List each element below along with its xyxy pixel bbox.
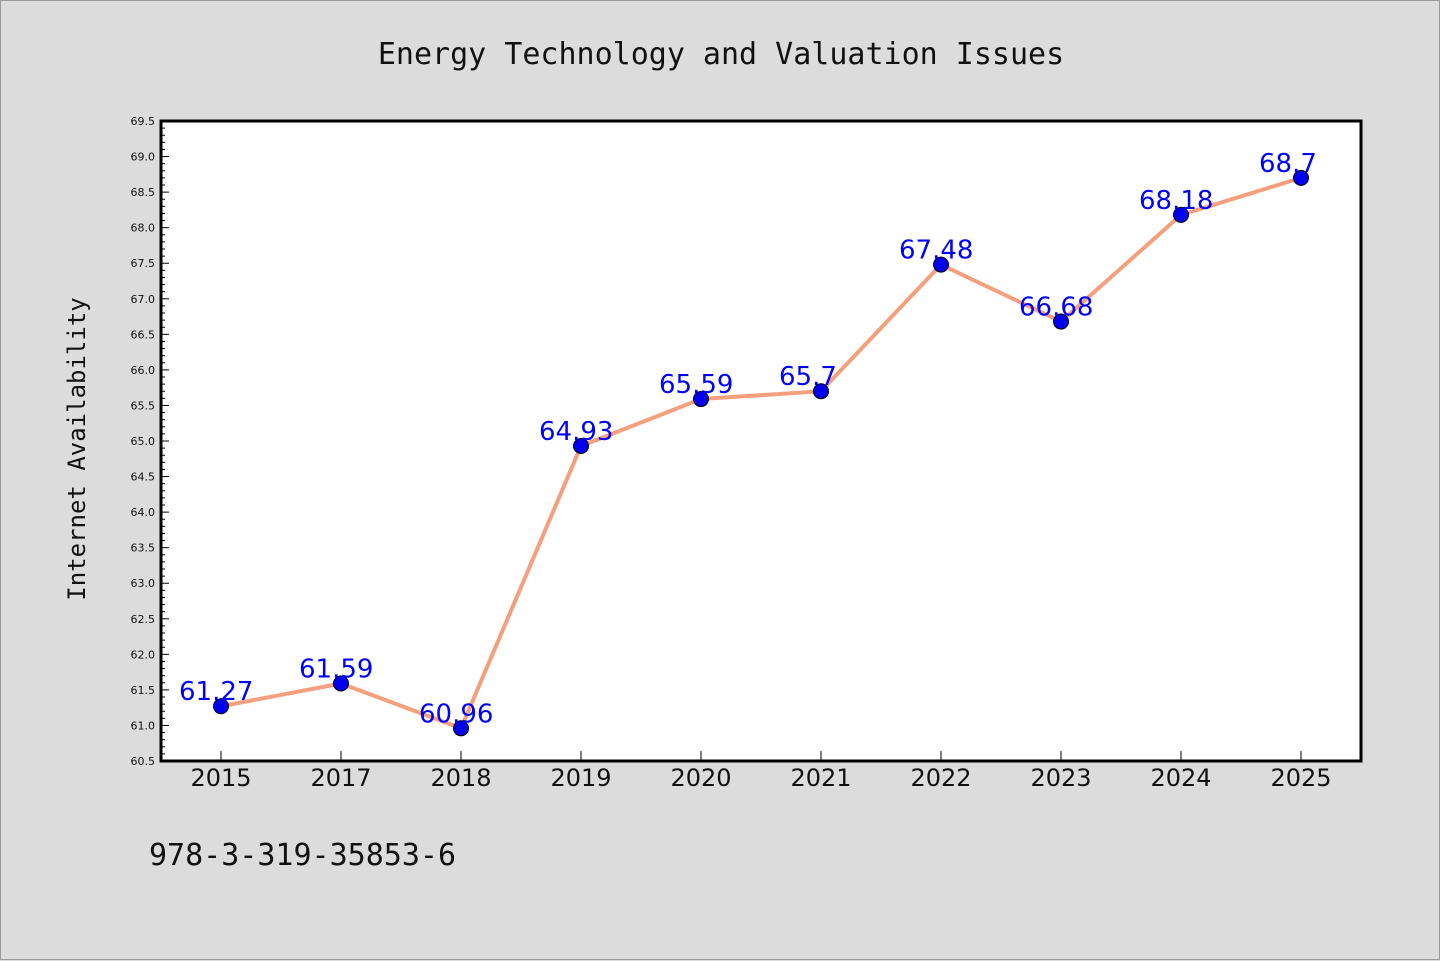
y-axis-ticks: 60.5 61.0 61.5 62.0 62.5 63.0 63.5 64.0 64.5 65.0… bbox=[131, 115, 169, 768]
y-axis-label: Internet Availability bbox=[63, 297, 91, 600]
data-point bbox=[333, 675, 349, 692]
plot-area bbox=[159, 119, 1363, 763]
x-tick-label: 2023 bbox=[1030, 764, 1091, 792]
data-point bbox=[693, 391, 709, 408]
series-line-group bbox=[220, 175, 1302, 731]
y-tick-label: 63.0 bbox=[131, 577, 156, 590]
y-tick-label: 68.0 bbox=[131, 222, 156, 235]
y-tick-label: 61.0 bbox=[131, 719, 156, 732]
y-tick-label: 67.0 bbox=[131, 293, 156, 306]
x-tick-label: 2019 bbox=[550, 764, 611, 792]
y-tick-label: 65.0 bbox=[131, 435, 156, 448]
x-tick-label: 2020 bbox=[670, 764, 731, 792]
y-tick-label: 68.5 bbox=[131, 186, 156, 199]
x-axis-ticks: 2015 2017 2018 2019 2020 2021 2022 2023 2024 2025 bbox=[190, 751, 1332, 792]
data-label: 65.59 bbox=[659, 370, 733, 400]
x-tick-label: 2018 bbox=[430, 764, 491, 792]
data-label: 60.96 bbox=[419, 699, 493, 729]
isbn-text: 978-3-319-35853-6 bbox=[149, 838, 456, 873]
data-label: 68.18 bbox=[1139, 186, 1213, 216]
data-point bbox=[573, 437, 589, 454]
data-point bbox=[933, 256, 949, 273]
x-tick-label: 2024 bbox=[1150, 764, 1211, 792]
y-tick-label: 64.0 bbox=[131, 506, 156, 519]
data-label: 64.93 bbox=[539, 417, 613, 447]
y-tick-label: 65.5 bbox=[131, 399, 156, 412]
y-tick-label: 66.0 bbox=[131, 364, 156, 377]
y-tick-label: 62.0 bbox=[131, 648, 156, 661]
data-point bbox=[1293, 169, 1309, 186]
x-tick-label: 2022 bbox=[910, 764, 971, 792]
y-tick-label: 69.5 bbox=[131, 115, 156, 128]
data-label: 66.68 bbox=[1019, 293, 1093, 323]
data-label: 67.48 bbox=[899, 236, 973, 266]
x-tick-label: 2025 bbox=[1270, 764, 1331, 792]
x-tick-label: 2021 bbox=[790, 764, 851, 792]
data-point bbox=[813, 383, 829, 400]
data-markers bbox=[213, 169, 1309, 737]
data-label: 65.7 bbox=[779, 362, 837, 392]
data-point bbox=[213, 698, 229, 715]
y-tick-label: 69.0 bbox=[131, 151, 156, 164]
series-line bbox=[220, 175, 1302, 731]
y-tick-label: 62.5 bbox=[131, 613, 156, 626]
y-tick-label: 66.5 bbox=[131, 328, 156, 341]
y-tick-label: 64.5 bbox=[131, 471, 156, 484]
data-label: 61.27 bbox=[179, 677, 253, 707]
y-tick-label: 60.5 bbox=[131, 755, 156, 768]
y-tick-label: 63.5 bbox=[131, 542, 156, 555]
data-label: 61.59 bbox=[299, 654, 373, 684]
x-tick-label: 2015 bbox=[190, 764, 251, 792]
x-tick-label: 2017 bbox=[310, 764, 371, 792]
chart-title: Energy Technology and Valuation Issues bbox=[378, 37, 1064, 72]
y-tick-label: 67.5 bbox=[131, 257, 156, 270]
data-label: 68.7 bbox=[1259, 149, 1317, 179]
data-point bbox=[453, 720, 469, 737]
y-tick-label: 61.5 bbox=[131, 684, 156, 697]
data-point bbox=[1053, 313, 1069, 330]
data-labels: 61.27 61.59 60.96 64.93 65.59 65.7 67.48 66.68 6… bbox=[179, 149, 1317, 729]
data-point bbox=[1173, 206, 1189, 223]
